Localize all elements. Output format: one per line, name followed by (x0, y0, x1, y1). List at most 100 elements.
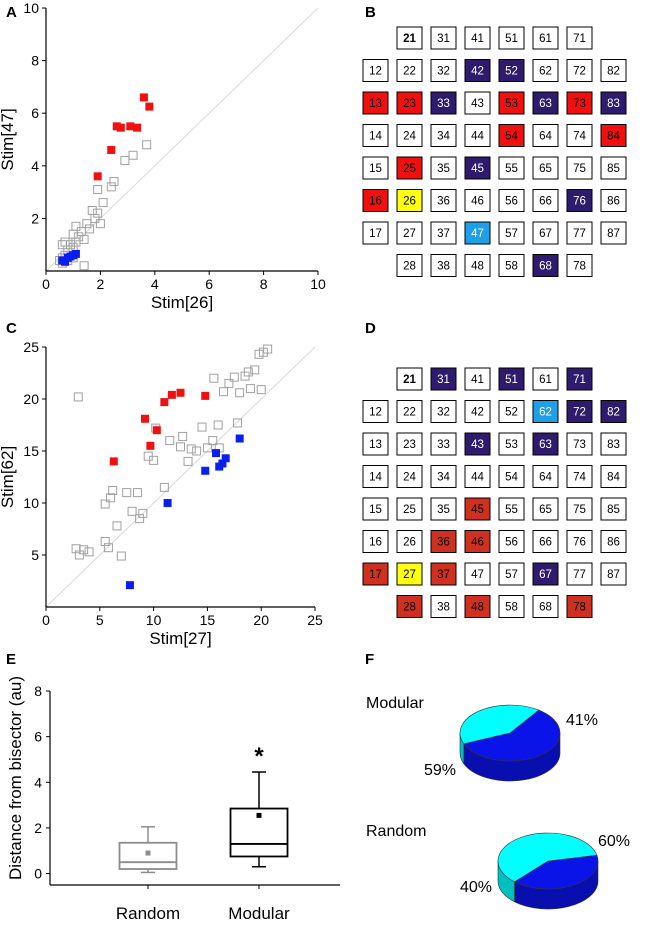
y-tick-label: 0 (34, 866, 42, 882)
grid-cell-26 (396, 530, 423, 553)
grid-cell-label: 63 (539, 439, 552, 451)
grid-cell-label: 23 (403, 439, 416, 451)
y-tick-label: 4 (34, 774, 42, 790)
x-tick-label: 4 (151, 276, 159, 292)
data-point-gray (109, 177, 119, 187)
grid-cell-label: 43 (471, 439, 484, 451)
grid-cell-86 (600, 189, 627, 212)
grid-cell-53 (498, 432, 525, 456)
data-point-gray (93, 208, 103, 218)
y-tick-label: 10 (23, 0, 39, 16)
electrode-grid-b: 12 13 14 15 16 17 21 22 23 24 25 26 27 28 31 32 33 34 35 36… (362, 26, 627, 277)
grid-cell-label: 35 (437, 163, 450, 175)
grid-cell-75 (566, 497, 593, 521)
grid-cell-label: 15 (369, 163, 382, 175)
grid-cell-label: 64 (539, 472, 552, 484)
pie-modular: Modular 59% 41% (366, 695, 598, 782)
x-tick-label: 20 (253, 612, 269, 628)
grid-cell-87 (600, 221, 627, 245)
bisector-line (45, 346, 316, 608)
grid-cell-label: 42 (471, 66, 484, 78)
grid-cell-label: 65 (539, 504, 552, 516)
grid-cell-label: 31 (437, 33, 450, 45)
grid-cell-label: 27 (403, 569, 416, 581)
data-point-gray (219, 387, 229, 397)
grid-cell-label: 83 (607, 98, 620, 110)
grid-cell-14 (362, 124, 389, 147)
data-point-red (146, 441, 155, 450)
grid-cell-73 (566, 432, 593, 456)
grid-cell-label: 74 (573, 131, 586, 143)
grid-cell-55 (498, 497, 525, 521)
data-point-gray (233, 418, 243, 428)
grid-cell-label: 34 (437, 472, 450, 484)
grid-cell-53 (498, 91, 525, 115)
x-tick-label: 5 (96, 612, 104, 628)
grid-cell-72 (566, 400, 593, 423)
data-point-gray (74, 232, 84, 242)
grid-cell-label: 44 (471, 131, 484, 143)
grid-cell-label: 56 (505, 537, 518, 549)
grid-cell-label: 75 (573, 504, 586, 516)
grid-cell-label: 26 (403, 537, 416, 549)
grid-cell-label: 33 (437, 98, 450, 110)
grid-cell-label: 65 (539, 163, 552, 175)
grid-cell-label: 56 (505, 196, 518, 208)
grid-cell-51 (498, 367, 525, 391)
data-point-gray (108, 486, 118, 496)
grid-cell-62 (532, 59, 559, 82)
grid-cell-73 (566, 91, 593, 115)
panel-letter-b: B (365, 4, 376, 21)
grid-cell-17 (362, 562, 389, 586)
y-tick-label: 6 (34, 729, 42, 745)
data-point-red (140, 414, 149, 423)
grid-cell-54 (498, 124, 525, 147)
grid-cell-42 (464, 59, 491, 82)
data-point-gray (71, 221, 81, 231)
grid-cell-76 (566, 530, 593, 553)
grid-cell-label: 84 (607, 472, 620, 484)
x-tick-label: 8 (260, 276, 268, 292)
data-point-gray (122, 488, 132, 498)
grid-cell-label: 48 (471, 602, 484, 614)
data-point-gray (197, 422, 207, 432)
y-tick-label: 8 (31, 53, 39, 69)
grid-cell-label: 77 (573, 569, 586, 581)
grid-cell-label: 87 (607, 569, 620, 581)
grid-cell-48 (464, 595, 491, 618)
data-point-red (152, 426, 161, 435)
grid-cell-63 (532, 91, 559, 115)
data-point-gray (250, 365, 260, 375)
grid-cell-65 (532, 156, 559, 180)
grid-cell-27 (396, 562, 423, 586)
grid-cell-label: 75 (573, 163, 586, 175)
data-point-blue (221, 454, 230, 463)
grid-cell-57 (498, 221, 525, 245)
y-tick-label: 6 (31, 105, 39, 121)
grid-cell-25 (396, 156, 423, 180)
grid-cell-label: 45 (471, 163, 484, 175)
data-point-red (93, 172, 102, 181)
data-point-red (145, 102, 154, 111)
grid-cell-56 (498, 530, 525, 553)
data-point-red (109, 457, 118, 466)
grid-cell-label: 61 (539, 374, 552, 386)
pie-slice (463, 709, 561, 762)
grid-cell-label: 14 (369, 131, 382, 143)
data-point-gray (71, 544, 81, 554)
x-tick-label: 15 (200, 612, 216, 628)
y-tick-label: 4 (31, 158, 39, 174)
grid-cell-28 (396, 595, 423, 618)
data-point-gray (159, 482, 169, 492)
grid-cell-label: 72 (573, 407, 586, 419)
grid-cell-77 (566, 221, 593, 245)
grid-cell-label: 66 (539, 196, 552, 208)
grid-cell-16 (362, 530, 389, 553)
grid-cell-label: 27 (403, 228, 416, 240)
grid-cell-87 (600, 562, 627, 586)
data-point-gray (95, 219, 105, 229)
grid-cell-label: 35 (437, 504, 450, 516)
grid-cell-label: 53 (505, 439, 518, 451)
grid-cell-46 (464, 530, 491, 553)
grid-cell-71 (566, 26, 593, 50)
